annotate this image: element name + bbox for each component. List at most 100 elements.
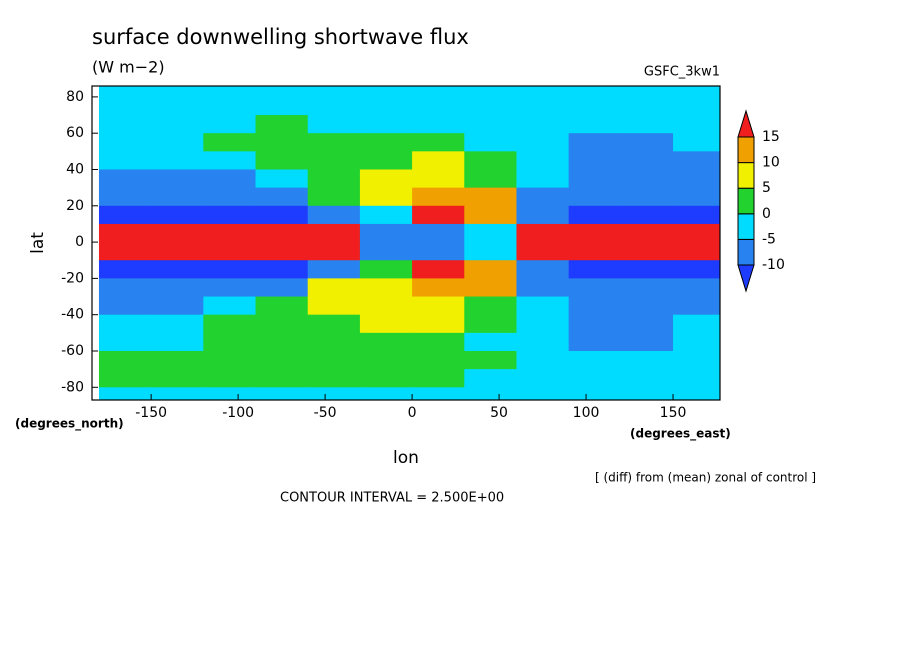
- field-cell: [412, 115, 465, 134]
- field-cell: [464, 133, 517, 152]
- field-cell: [255, 332, 309, 352]
- colorbar-box: [737, 136, 755, 164]
- field-cell: [359, 96, 413, 116]
- field-cell: [516, 314, 570, 334]
- chart-subtitle: (W m−2): [92, 58, 165, 77]
- field-cell: [151, 187, 204, 207]
- field-cell: [620, 242, 674, 261]
- field-cell: [412, 314, 465, 334]
- x-axis-label: lon: [393, 448, 419, 468]
- field-cell: [359, 115, 413, 134]
- colorbar-label: -10: [762, 257, 785, 273]
- field-cell: [255, 133, 309, 152]
- field-cell: [255, 260, 309, 279]
- field-cell: [516, 387, 570, 400]
- plot-frame: [91, 85, 721, 401]
- field-cell: [464, 169, 517, 189]
- field-cell: [307, 96, 361, 116]
- run-label: GSFC_3kw1: [644, 65, 720, 80]
- field-cell: [464, 223, 517, 243]
- field-cell: [203, 332, 257, 352]
- field-cell: [516, 223, 570, 243]
- field-cell: [516, 296, 570, 316]
- field-cell: [568, 133, 622, 152]
- colorbar-high: [737, 109, 755, 138]
- field-cell: [255, 278, 309, 298]
- contour-interval: CONTOUR INTERVAL = 2.500E+00: [280, 491, 504, 506]
- field-cell: [568, 260, 622, 279]
- field-cell: [359, 369, 413, 388]
- field-cell: [620, 387, 674, 400]
- field-cell: [568, 96, 622, 116]
- field-cell: [98, 205, 152, 225]
- field-cell: [151, 205, 204, 225]
- field-cell: [464, 96, 517, 116]
- field-cell: [151, 350, 204, 370]
- field-cell: [203, 387, 257, 400]
- field-cell: [673, 350, 720, 370]
- field-cell: [151, 242, 204, 261]
- field-cell: [673, 86, 720, 98]
- field-cell: [359, 223, 413, 243]
- field-cell: [307, 223, 361, 243]
- field-cell: [464, 86, 517, 98]
- field-cell: [620, 332, 674, 352]
- colorbar-label: 10: [762, 155, 780, 171]
- field-cell: [359, 332, 413, 352]
- x-units: (degrees_east): [630, 427, 731, 442]
- y-tick-label: 80: [66, 89, 84, 105]
- field-cell: [673, 115, 720, 134]
- field-cell: [568, 278, 622, 298]
- x-tick-label: -100: [222, 405, 254, 421]
- field-cell: [464, 115, 517, 134]
- field-cell: [673, 296, 720, 316]
- field-cell: [255, 169, 309, 189]
- field-cell: [673, 332, 720, 352]
- field-cell: [516, 96, 570, 116]
- field-cell: [98, 242, 152, 261]
- field-cell: [620, 115, 674, 134]
- field-cell: [464, 151, 517, 170]
- field-cell: [307, 133, 361, 152]
- field-cell: [516, 86, 570, 98]
- field-cell: [359, 86, 413, 98]
- field-cell: [98, 187, 152, 207]
- field-cell: [151, 133, 204, 152]
- field-cell: [412, 187, 465, 207]
- colorbar-low: [737, 264, 755, 293]
- field-cell: [516, 332, 570, 352]
- field-cell: [98, 86, 152, 98]
- field-cell: [98, 314, 152, 334]
- field-cell: [307, 242, 361, 261]
- field-cell: [203, 223, 257, 243]
- field-cell: [203, 369, 257, 388]
- field-cell: [516, 133, 570, 152]
- colorbar-label: 0: [762, 206, 771, 222]
- field-cell: [203, 205, 257, 225]
- field-cell: [568, 151, 622, 170]
- x-tick-label: 150: [660, 405, 687, 421]
- field-cell: [516, 205, 570, 225]
- field-cell: [464, 260, 517, 279]
- field-cell: [151, 151, 204, 170]
- field-cell: [412, 260, 465, 279]
- field-cell: [412, 242, 465, 261]
- field-cell: [151, 387, 204, 400]
- field-cell: [98, 115, 152, 134]
- field-cell: [359, 350, 413, 370]
- field-cell: [151, 96, 204, 116]
- field-cell: [203, 96, 257, 116]
- field-cell: [673, 369, 720, 388]
- field-cell: [620, 260, 674, 279]
- field-cell: [203, 242, 257, 261]
- field-cell: [673, 96, 720, 116]
- field-cell: [203, 187, 257, 207]
- field-cell: [464, 369, 517, 388]
- y-tick-label: -20: [61, 270, 84, 286]
- chart-title: surface downwelling shortwave flux: [92, 25, 469, 49]
- field-cell: [412, 387, 465, 400]
- field-cell: [516, 350, 570, 370]
- field-cell: [359, 205, 413, 225]
- field-cell: [151, 296, 204, 316]
- y-tick-label: -80: [61, 379, 84, 395]
